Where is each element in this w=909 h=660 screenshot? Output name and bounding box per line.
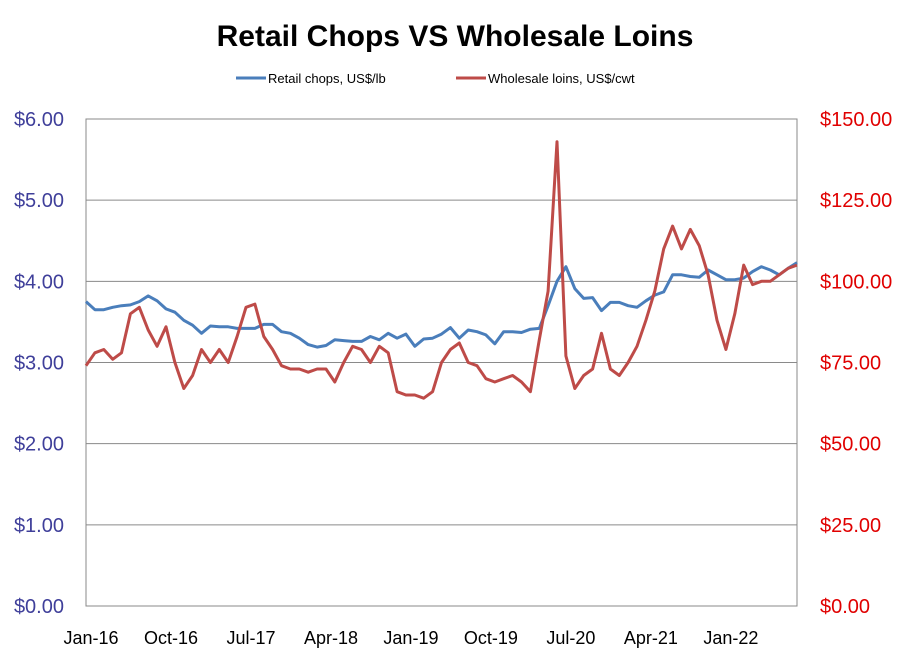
- x-tick-label: Oct-16: [144, 628, 198, 648]
- left-tick-label: $4.00: [14, 271, 64, 293]
- legend-label-wholesale: Wholesale loins, US$/cwt: [488, 71, 635, 86]
- right-tick-label: $50.00: [820, 434, 881, 456]
- legend-label-retail: Retail chops, US$/lb: [268, 71, 386, 86]
- right-tick-label: $125.00: [820, 190, 892, 212]
- x-tick-label: Jan-19: [383, 628, 438, 648]
- left-tick-label: $2.00: [14, 434, 64, 456]
- x-tick-label: Jul-20: [546, 628, 595, 648]
- right-tick-label: $75.00: [820, 353, 881, 375]
- left-axis: $0.00 $1.00 $2.00 $3.00 $4.00 $5.00 $6.00: [14, 109, 64, 618]
- series-layer: [84, 140, 798, 400]
- left-tick-label: $3.00: [14, 353, 64, 375]
- right-tick-label: $25.00: [820, 515, 881, 537]
- series-line-retail-chops: [84, 261, 798, 349]
- x-tick-label: Jul-17: [226, 628, 275, 648]
- series-line-wholesale-loins: [84, 140, 798, 400]
- x-tick-label: Jan-22: [703, 628, 758, 648]
- x-tick-label: Apr-21: [624, 628, 678, 648]
- plot-area: [85, 118, 798, 607]
- left-tick-label: $6.00: [14, 109, 64, 131]
- left-tick-label: $1.00: [14, 515, 64, 537]
- left-tick-label: $5.00: [14, 190, 64, 212]
- left-tick-label: $0.00: [14, 596, 64, 618]
- x-tick-label: Jan-16: [63, 628, 118, 648]
- right-tick-label: $0.00: [820, 596, 870, 618]
- right-axis: $0.00 $25.00 $50.00 $75.00 $100.00 $125.00 $15…: [820, 109, 892, 618]
- chart-title: Retail Chops VS Wholesale Loins: [217, 20, 694, 53]
- right-tick-label: $150.00: [820, 109, 892, 131]
- x-tick-label: Oct-19: [464, 628, 518, 648]
- right-tick-label: $100.00: [820, 271, 892, 293]
- legend: Retail chops, US$/lb Wholesale loins, US…: [236, 71, 635, 86]
- x-axis: Jan-16 Oct-16 Jul-17 Apr-18 Jan-19 Oct-19 Jul-…: [63, 628, 758, 648]
- x-tick-label: Apr-18: [304, 628, 358, 648]
